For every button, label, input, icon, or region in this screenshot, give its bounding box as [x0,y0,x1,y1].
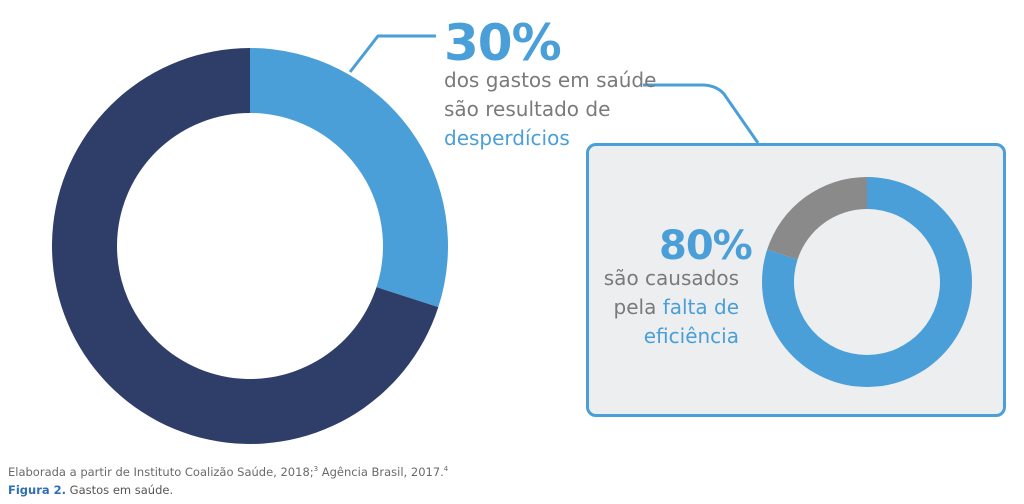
figure-caption: Elaborada a partir de Instituto Coalizão… [8,460,448,499]
inner-percent: 80% [659,223,753,269]
source-prefix: Elaborada a partir de Instituto Coalizão… [8,464,314,479]
figure-text: Gastos em saúde. [66,482,174,497]
inner-desc-line3: eficiência [643,324,739,348]
main-description: dos gastos em saúde são resultado de des… [444,66,656,153]
connector-line-box [643,83,760,144]
main-desc-line1: dos gastos em saúde [444,68,657,92]
inner-description: são causados pela falta de eficiência [604,264,739,351]
inner-desc-line1: são causados [603,266,739,290]
connector-line-top [348,34,436,73]
source-mid: Agência Brasil, 2017. [318,464,444,479]
figure-line: Figura 2. Gastos em saúde. [8,481,448,499]
inner-desc-prefix: pela [613,295,657,319]
source-line: Elaborada a partir de Instituto Coalizão… [8,460,448,481]
main-slices-slice-1 [250,48,448,308]
main-slices-slice-2 [52,48,439,445]
inner-slices-slice-1 [762,177,972,387]
figure-label: Figura 2. [8,482,67,497]
ref-1: 3 [313,465,319,473]
inner-desc-line2: pela falta de [604,293,739,322]
inner-desc-highlight-1: falta de [662,295,739,319]
inner-slices-slice-2 [767,177,867,260]
main-desc-line2: são resultado de [444,97,611,121]
callout-box: 80% são causados pela falta de eficiênci… [586,143,1006,417]
main-desc-highlight: desperdícios [444,126,570,150]
main-percent: 30% [444,14,562,72]
inner-donut-chart [762,177,972,387]
ref-2: 4 [443,465,449,473]
